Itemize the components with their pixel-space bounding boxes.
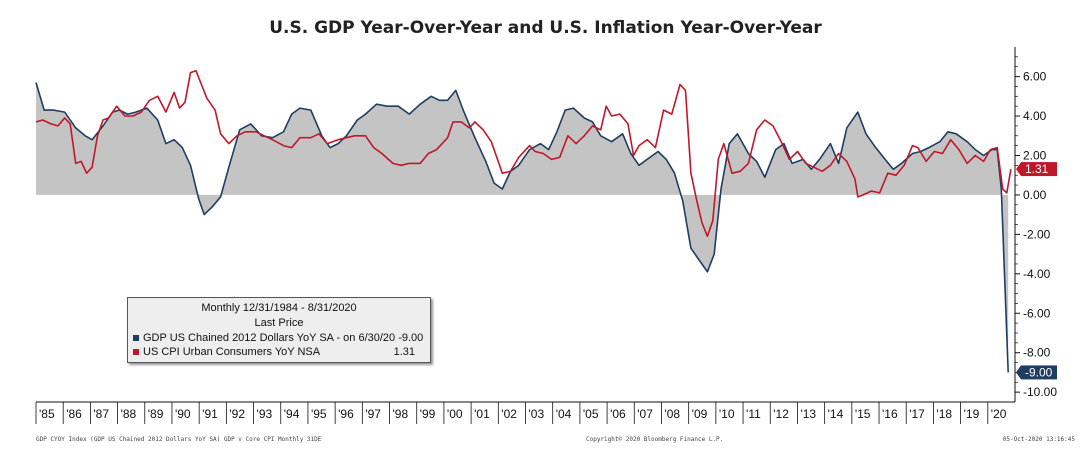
series-lines: [35, 69, 1012, 373]
x-tick-label: '08: [664, 407, 680, 421]
x-tick-label: '89: [148, 407, 164, 421]
x-tick-label: '05: [583, 407, 599, 421]
legend-swatch-cpi: [133, 349, 139, 355]
legend-header-period: Monthly 12/31/1984 - 8/31/2020: [201, 302, 357, 314]
y-tick-label: -8.00: [1023, 346, 1051, 360]
x-tick-label: '01: [474, 407, 490, 421]
x-tick-label: '00: [447, 407, 463, 421]
last-value-labels: 1.31 -9.00: [1016, 162, 1057, 380]
last-value-badge: [1021, 365, 1057, 380]
legend-swatch-gdp: [133, 335, 139, 341]
footer: GDP CYOY Index (GDP US Chained 2012 Doll…: [36, 436, 1075, 443]
chart-title: U.S. GDP Year-Over-Year and U.S. Inflati…: [269, 18, 822, 38]
y-tick-label: 4.00: [1023, 109, 1047, 123]
legend-label-gdp: GDP US Chained 2012 Dollars YoY SA - on …: [143, 332, 424, 344]
legend-item-gdp: GDP US Chained 2012 Dollars YoY SA - on …: [133, 332, 423, 345]
y-tick-label: 2.00: [1023, 148, 1047, 162]
x-tick-label: '03: [529, 407, 545, 421]
x-tick-label: '15: [855, 407, 871, 421]
x-tick-label: '18: [936, 407, 952, 421]
x-tick-label: '09: [692, 407, 708, 421]
footer-timestamp: 05-Oct-2020 13:16:45: [1003, 436, 1076, 443]
x-tick-label: '97: [365, 407, 381, 421]
y-tick-label: -4.00: [1023, 267, 1051, 281]
footer-left-text: GDP CYOY Index (GDP US Chained 2012 Doll…: [36, 436, 322, 443]
x-tick-label: '13: [800, 407, 816, 421]
last-value-label: -9.00: [1025, 365, 1053, 379]
x-tick-label: '93: [257, 407, 273, 421]
x-tick-label: '10: [719, 407, 735, 421]
x-tick-label: '92: [229, 407, 245, 421]
x-tick-label: '96: [338, 407, 354, 421]
series-line-gdp: [35, 82, 1009, 373]
y-tick-label: 0.00: [1023, 188, 1047, 202]
y-tick-label: -10.00: [1023, 385, 1057, 399]
last-value-badge: [1021, 162, 1057, 177]
x-tick-label: '16: [882, 407, 898, 421]
x-tick-label: '20: [991, 407, 1007, 421]
x-tick-label: '02: [501, 407, 517, 421]
legend-label-cpi: US CPI Urban Consumers YoY NSA: [143, 346, 321, 358]
x-tick-label: '14: [828, 407, 844, 421]
x-tick-label: '07: [637, 407, 653, 421]
last-value-pointer: [1016, 365, 1021, 380]
y-tick-label: -6.00: [1023, 306, 1051, 320]
x-tick-label: '90: [175, 407, 191, 421]
y-tick-label: 6.00: [1023, 70, 1047, 84]
legend-box: Monthly 12/31/1984 - 8/31/2020 Last Pric…: [127, 297, 431, 363]
last-value-pointer: [1016, 162, 1021, 177]
y-tick-label: -2.00: [1023, 227, 1051, 241]
footer-copyright: Copyright© 2020 Bloomberg Finance L.P.: [586, 436, 723, 443]
x-tick-label: '99: [420, 407, 436, 421]
x-tick-label: '86: [66, 407, 82, 421]
area-fill-0: [36, 82, 1009, 373]
legend-value-cpi: 1.31: [393, 346, 415, 358]
x-tick-label: '87: [93, 407, 109, 421]
x-tick-label: '04: [556, 407, 572, 421]
x-tick-label: '88: [121, 407, 137, 421]
gdp-fill-area: [36, 82, 1009, 373]
axes: 6.00 4.00 2.00 0.00 -2.00 -4.00 -6.00 -8.00 -10.…: [35, 47, 1057, 424]
x-tick-label: '85: [39, 407, 55, 421]
x-tick-label: '19: [964, 407, 980, 421]
legend-header-last-price: Last Price: [254, 317, 304, 329]
x-tick-label: '95: [311, 407, 327, 421]
series-line-cpi: [35, 69, 1012, 238]
x-tick-label: '94: [284, 407, 300, 421]
x-tick-label: '12: [773, 407, 789, 421]
last-value-label: 1.31: [1025, 162, 1049, 176]
x-tick-label: '17: [909, 407, 925, 421]
x-tick-label: '98: [393, 407, 409, 421]
legend-item-cpi: US CPI Urban Consumers YoY NSA 1.31: [133, 346, 423, 359]
x-tick-label: '06: [610, 407, 626, 421]
x-tick-label: '11: [746, 407, 761, 421]
x-tick-label: '91: [202, 407, 218, 421]
